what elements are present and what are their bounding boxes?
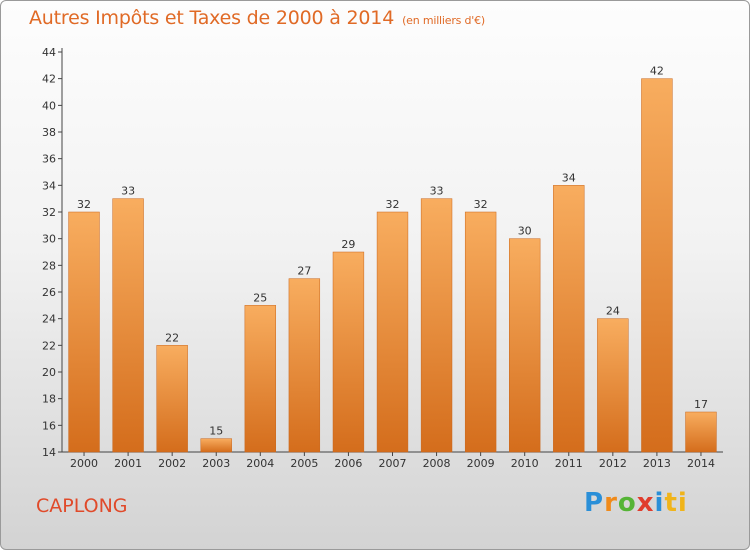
bar [464, 211, 497, 453]
y-tick-label: 14 [42, 446, 56, 459]
y-tick-label: 16 [42, 419, 56, 432]
data-label: 32 [474, 198, 488, 211]
bar [244, 305, 276, 453]
y-tick-label: 32 [42, 206, 56, 219]
data-label: 33 [121, 185, 135, 198]
proxiti-logo[interactable]: Proxiti [584, 488, 688, 518]
y-tick-label: 24 [42, 313, 56, 326]
y-tick-label: 18 [42, 393, 56, 406]
x-tick-label: 2000 [70, 457, 98, 470]
bar [332, 251, 365, 453]
logo-letter: o [617, 488, 637, 518]
data-label: 33 [430, 185, 444, 198]
y-tick-label: 44 [42, 46, 56, 59]
logo-letter: r [604, 488, 618, 518]
data-label: 30 [518, 225, 532, 238]
data-label: 17 [694, 398, 708, 411]
y-tick-label: 20 [42, 366, 56, 379]
chart-title: Autres Impôts et Taxes de 2000 à 2014 (en… [29, 7, 485, 29]
data-label: 32 [77, 198, 91, 211]
y-tick-label: 22 [42, 339, 56, 352]
bar [553, 185, 585, 453]
bar [288, 278, 321, 453]
x-tick-label: 2011 [555, 457, 583, 470]
chart-title-text: Autres Impôts et Taxes de 2000 à 2014 [29, 7, 395, 29]
x-tick-label: 2014 [687, 457, 715, 470]
y-tick-label: 40 [42, 99, 56, 112]
data-label: 24 [606, 305, 620, 318]
x-tick-label: 2002 [158, 457, 186, 470]
bar [376, 211, 409, 453]
bar [685, 411, 717, 453]
y-tick-label: 28 [42, 259, 56, 272]
y-tick-label: 34 [42, 179, 56, 192]
bar [68, 211, 100, 453]
x-tick-label: 2003 [202, 457, 230, 470]
location-name: CAPLONG [36, 495, 128, 517]
data-label: 42 [650, 65, 664, 78]
logo-letter: x [636, 488, 655, 518]
x-tick-label: 2004 [246, 457, 274, 470]
y-tick-label: 38 [42, 126, 56, 139]
y-tick-label: 30 [42, 233, 56, 246]
logo-letter: P [584, 488, 605, 518]
bar [156, 345, 188, 453]
x-tick-label: 2001 [114, 457, 142, 470]
y-tick-label: 36 [42, 153, 56, 166]
bar [420, 198, 453, 453]
data-label: 34 [562, 171, 576, 184]
data-label: 32 [386, 198, 400, 211]
data-label: 29 [341, 238, 355, 251]
data-label: 15 [209, 425, 223, 438]
bar [641, 78, 673, 453]
bars [68, 78, 717, 453]
data-labels: 32 33 22 15 25 27 29 32 33 32 30 34 24 42 17 [77, 65, 708, 438]
data-label: 22 [165, 331, 179, 344]
y-tick-label: 26 [42, 286, 56, 299]
x-tick-label: 2008 [423, 457, 451, 470]
x-tick-label: 2006 [334, 457, 362, 470]
bar [200, 438, 232, 453]
logo-letter: i [654, 488, 665, 518]
bar [112, 198, 144, 453]
x-tick-label: 2007 [379, 457, 407, 470]
x-tick-label: 2012 [599, 457, 627, 470]
data-label: 25 [253, 291, 267, 304]
logo-letter: ti [664, 488, 688, 518]
data-label: 27 [297, 265, 311, 278]
chart-unit: (en milliers d'€) [402, 14, 485, 27]
bar [597, 318, 629, 453]
x-tick-label: 2013 [643, 457, 671, 470]
y-tick-label: 42 [42, 73, 56, 86]
x-tick-label: 2005 [290, 457, 318, 470]
x-tick-label: 2010 [511, 457, 539, 470]
x-tick-label: 2009 [467, 457, 495, 470]
bar [509, 238, 541, 453]
